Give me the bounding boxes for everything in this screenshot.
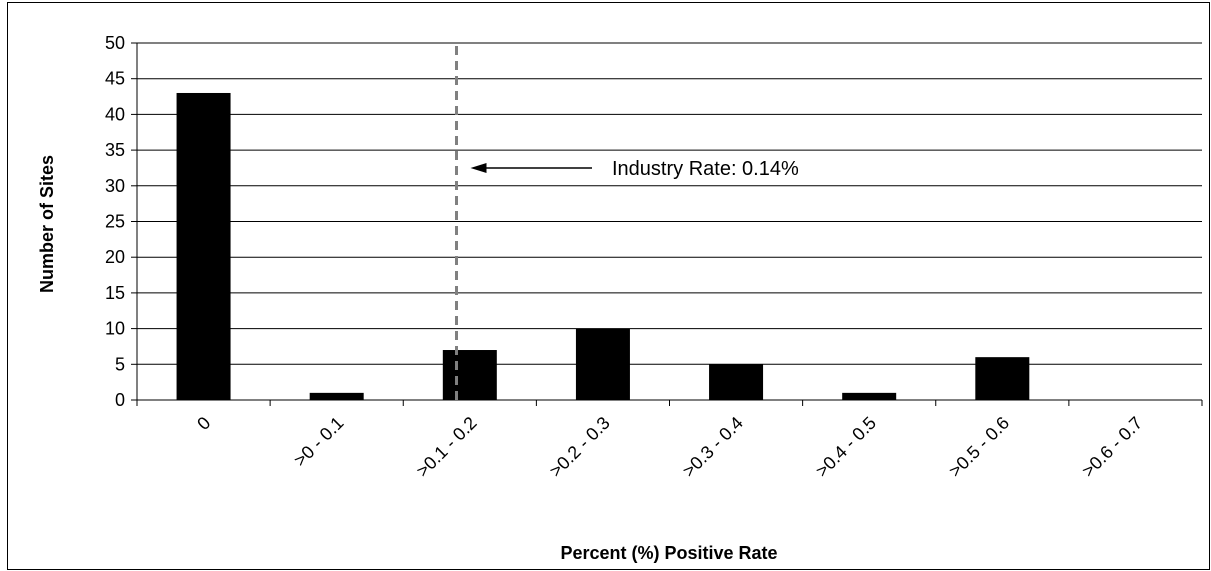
y-tick-label: 30 <box>105 176 125 196</box>
bar <box>309 392 364 400</box>
x-tick-label: >0 - 0.1 <box>290 413 348 471</box>
bar <box>709 364 764 400</box>
x-tick-label: >0.2 - 0.3 <box>545 413 613 481</box>
y-tick-label: 40 <box>105 104 125 124</box>
x-tick-label: >0.6 - 0.7 <box>1078 413 1146 481</box>
y-tick-label: 10 <box>105 319 125 339</box>
bar <box>575 328 630 400</box>
x-axis-title: Percent (%) Positive Rate <box>560 543 777 563</box>
bar <box>176 92 231 400</box>
y-tick-label: 50 <box>105 33 125 53</box>
x-tick-label: >0.3 - 0.4 <box>679 413 747 481</box>
y-tick-label: 5 <box>115 354 125 374</box>
x-tick-label: >0.1 - 0.2 <box>412 413 480 481</box>
bar <box>842 392 897 400</box>
y-tick-label: 15 <box>105 283 125 303</box>
y-tick-label: 35 <box>105 140 125 160</box>
y-tick-label: 25 <box>105 212 125 232</box>
y-axis-title: Number of Sites <box>37 155 57 293</box>
x-tick-label: >0.5 - 0.6 <box>945 413 1013 481</box>
bar <box>442 350 497 400</box>
annotation-arrowhead <box>470 162 487 173</box>
annotation-label: Industry Rate: 0.14% <box>612 158 799 180</box>
y-tick-label: 45 <box>105 69 125 89</box>
y-tick-label: 0 <box>115 390 125 410</box>
x-tick-label: >0.4 - 0.5 <box>812 413 880 481</box>
x-tick-label: 0 <box>193 413 214 434</box>
bar <box>975 357 1030 400</box>
y-tick-label: 20 <box>105 247 125 267</box>
